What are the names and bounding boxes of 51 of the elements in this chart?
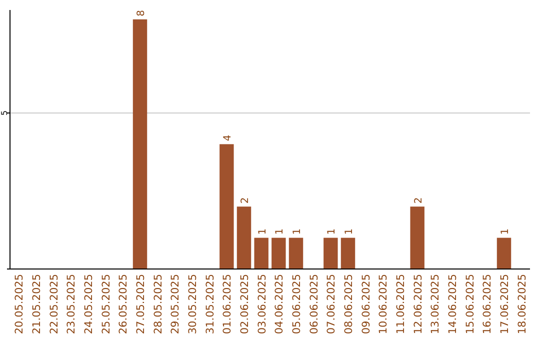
x-tick-label: 26.05.2025 [118, 274, 130, 334]
y-tick-label: 5 [0, 110, 9, 116]
x-tick-label: 13.06.2025 [430, 274, 442, 334]
x-tick-label: 02.06.2025 [239, 274, 251, 334]
x-tick-label: 18.06.2025 [516, 274, 528, 334]
data-label: 1 [326, 228, 338, 235]
x-tick-label: 10.06.2025 [378, 274, 390, 334]
x-tick-label: 27.05.2025 [135, 274, 147, 334]
bar [272, 238, 286, 269]
data-label: 1 [500, 228, 511, 235]
x-tick-label: 14.06.2025 [447, 274, 459, 334]
data-label: 1 [292, 228, 303, 235]
x-tick-label: 23.05.2025 [66, 274, 78, 334]
x-tick-label: 30.05.2025 [187, 274, 199, 334]
x-tick-label: 04.06.2025 [274, 274, 286, 334]
bar [220, 144, 234, 269]
x-tick-label: 31.05.2025 [204, 274, 216, 334]
bar [410, 206, 424, 269]
bar [132, 19, 148, 269]
data-label: 2 [413, 197, 424, 204]
bar [254, 238, 268, 269]
data-label: 1 [274, 228, 286, 235]
x-tick-label: 28.05.2025 [152, 274, 164, 334]
data-label: 4 [222, 134, 234, 142]
x-tick-label: 11.06.2025 [395, 274, 407, 334]
bar [340, 238, 356, 269]
data-label: 1 [257, 228, 268, 235]
bar [288, 238, 304, 269]
x-tick-label: 15.06.2025 [464, 274, 476, 334]
x-tick-label: 22.05.2025 [48, 274, 60, 334]
x-tick-label: 12.06.2025 [412, 274, 424, 334]
x-tick-label: 17.06.2025 [499, 274, 511, 334]
x-tick-label: 20.05.2025 [14, 274, 26, 334]
x-tick-label: 07.06.2025 [326, 274, 338, 334]
x-tick-label: 06.06.2025 [308, 274, 320, 334]
bar [496, 238, 512, 269]
x-tick-label: 05.06.2025 [291, 274, 303, 334]
data-label: 8 [136, 10, 147, 16]
x-tick-label: 29.05.2025 [170, 274, 182, 334]
x-tick-label: 24.05.2025 [83, 274, 95, 334]
bar [236, 206, 252, 269]
x-tick-label: 08.06.2025 [343, 274, 355, 334]
x-tick-label: 16.06.2025 [482, 274, 494, 334]
bar [324, 238, 338, 269]
x-tick-label: 25.05.2025 [100, 274, 112, 334]
x-tick-label: 09.06.2025 [360, 274, 372, 334]
x-tick-label: 03.06.2025 [256, 274, 268, 334]
x-tick-label: 01.06.2025 [222, 274, 234, 334]
data-label: 2 [240, 197, 251, 204]
data-label: 1 [344, 228, 355, 235]
x-tick-label: 21.05.2025 [31, 274, 43, 334]
